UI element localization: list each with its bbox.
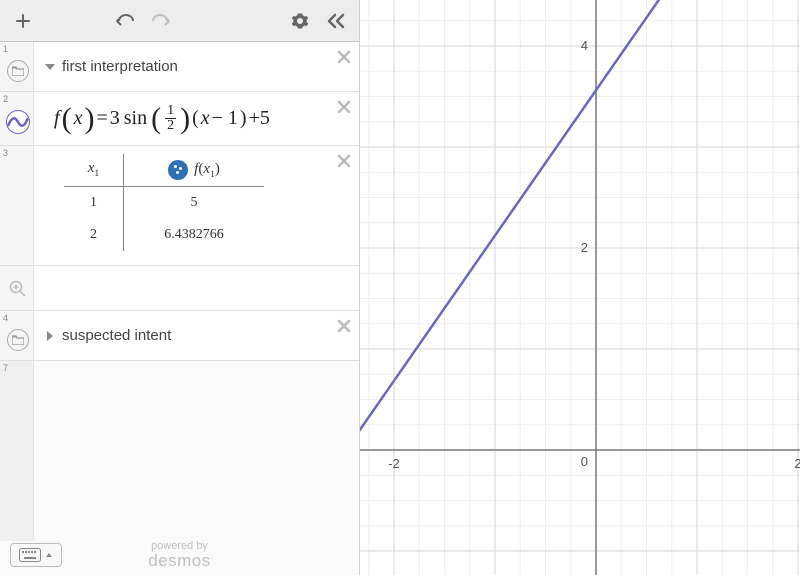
formula-display: f ( x ) = 3 sin ( 1 2 ) ( (54, 104, 270, 133)
row-number: 4 (3, 313, 8, 323)
collapse-button[interactable] (321, 6, 351, 36)
svg-text:0: 0 (581, 454, 588, 469)
app-root: 1 first interpretation (0, 0, 800, 575)
expression-row[interactable]: 3 x1 f(x1) (0, 146, 359, 266)
table-header-cell[interactable]: f(x1) (124, 154, 264, 186)
plus-icon (15, 13, 31, 29)
row-body[interactable]: first interpretation (34, 42, 359, 91)
delete-row-button[interactable] (337, 319, 351, 338)
gear-icon (291, 12, 309, 30)
table-header: x1 f(x1) (64, 154, 264, 187)
chevron-down-icon[interactable] (44, 61, 56, 73)
toolbar (0, 0, 359, 42)
formula-eq: = (96, 107, 107, 130)
row-index: 1 (0, 42, 34, 91)
chevron-right-icon[interactable] (44, 330, 56, 342)
svg-text:2: 2 (581, 240, 588, 255)
row-number: 3 (3, 148, 8, 158)
table-header-cell[interactable]: x1 (64, 154, 124, 186)
svg-text:4: 4 (581, 38, 588, 53)
expression-row[interactable]: 1 first interpretation (0, 42, 359, 92)
redo-button[interactable] (146, 6, 176, 36)
zoom-row (0, 266, 359, 311)
row-number: 1 (3, 44, 8, 54)
table-cell[interactable]: 5 (124, 187, 264, 219)
table-cell[interactable]: 1 (64, 187, 124, 219)
svg-text:2: 2 (794, 456, 800, 471)
formula-var: x (74, 107, 83, 130)
zoom-in-icon[interactable] (9, 280, 27, 298)
graph-canvas[interactable]: -224-224680 (360, 0, 800, 575)
formula-fn: f (54, 107, 60, 130)
table-row[interactable]: 1 5 (64, 187, 264, 219)
delete-row-button[interactable] (337, 50, 351, 69)
table-row[interactable]: 2 6.4382766 (64, 219, 264, 251)
row-index: 4 (0, 311, 34, 360)
row-number: 7 (3, 363, 8, 373)
function-color-icon[interactable] (6, 110, 30, 134)
redo-icon (151, 14, 171, 28)
close-icon (337, 154, 351, 168)
close-icon (337, 50, 351, 64)
formula-op: sin (124, 107, 147, 130)
delete-row-button[interactable] (337, 100, 351, 119)
graph-area[interactable]: -224-224680 (360, 0, 800, 575)
add-button[interactable] (8, 6, 38, 36)
left-panel: 1 first interpretation (0, 0, 360, 575)
undo-button[interactable] (110, 6, 140, 36)
expression-row[interactable]: 2 f ( x ) = 3 sin ( (0, 92, 359, 146)
formula-plus: +5 (249, 107, 270, 130)
chevron-up-icon (45, 551, 53, 559)
row-number: 2 (3, 94, 8, 104)
points-toggle-icon[interactable] (168, 160, 188, 180)
table-cell[interactable]: 2 (64, 219, 124, 251)
undo-icon (115, 14, 135, 28)
data-table: x1 f(x1) 1 5 (64, 154, 264, 251)
chevron-left-double-icon (327, 13, 345, 29)
row-index: 2 (0, 92, 34, 145)
table-cell[interactable]: 6.4382766 (124, 219, 264, 251)
formula-frac: 1 2 (165, 104, 176, 133)
row-index: 3 (0, 146, 34, 265)
formula-coef: 3 (110, 107, 120, 130)
folder-label: first interpretation (62, 58, 178, 75)
powered-by: powered by desmos (148, 540, 211, 571)
svg-text:-2: -2 (388, 456, 400, 471)
row-index: 7 (0, 361, 34, 541)
row-body[interactable]: suspected intent (34, 311, 359, 360)
expression-row[interactable]: 4 suspected intent (0, 311, 359, 361)
folder-icon[interactable] (7, 60, 29, 82)
close-icon (337, 100, 351, 114)
row-body[interactable]: x1 f(x1) 1 5 (34, 146, 359, 265)
close-icon (337, 319, 351, 333)
keyboard-button[interactable] (10, 543, 62, 567)
expression-list: 1 first interpretation (0, 42, 359, 575)
bottom-bar: powered by desmos (0, 535, 359, 575)
delete-row-button[interactable] (337, 154, 351, 173)
row-body[interactable]: f ( x ) = 3 sin ( 1 2 ) ( (34, 92, 359, 145)
expression-row-empty[interactable]: 7 (0, 361, 359, 541)
settings-button[interactable] (285, 6, 315, 36)
keyboard-icon (19, 548, 41, 562)
folder-label: suspected intent (62, 327, 171, 344)
folder-icon[interactable] (7, 329, 29, 351)
